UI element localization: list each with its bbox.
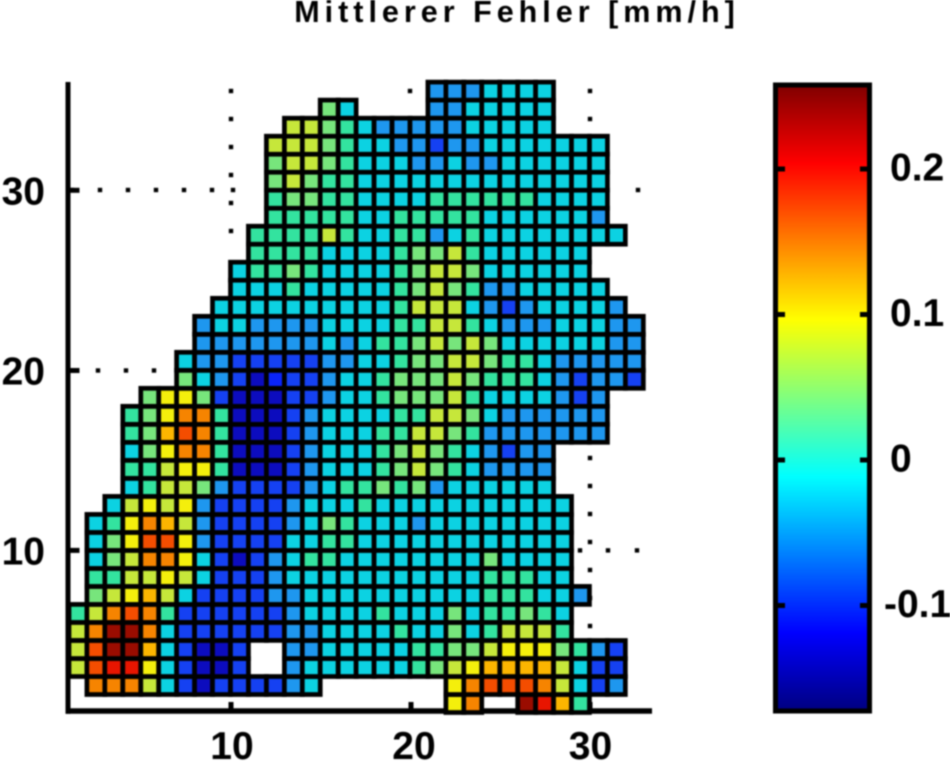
svg-text:Mittlerer Fehler [mm/h]: Mittlerer Fehler [mm/h] (294, 0, 739, 29)
svg-text:30: 30 (2, 171, 45, 214)
svg-text:0.1: 0.1 (890, 292, 944, 335)
svg-text:10: 10 (210, 725, 253, 764)
svg-text:20: 20 (392, 725, 435, 764)
svg-text:0: 0 (890, 438, 912, 481)
svg-text:10: 10 (2, 531, 45, 574)
svg-text:30: 30 (569, 725, 612, 764)
svg-text:0.2: 0.2 (890, 147, 944, 190)
svg-text:20: 20 (2, 351, 45, 394)
svg-text:-0.1: -0.1 (884, 583, 950, 626)
